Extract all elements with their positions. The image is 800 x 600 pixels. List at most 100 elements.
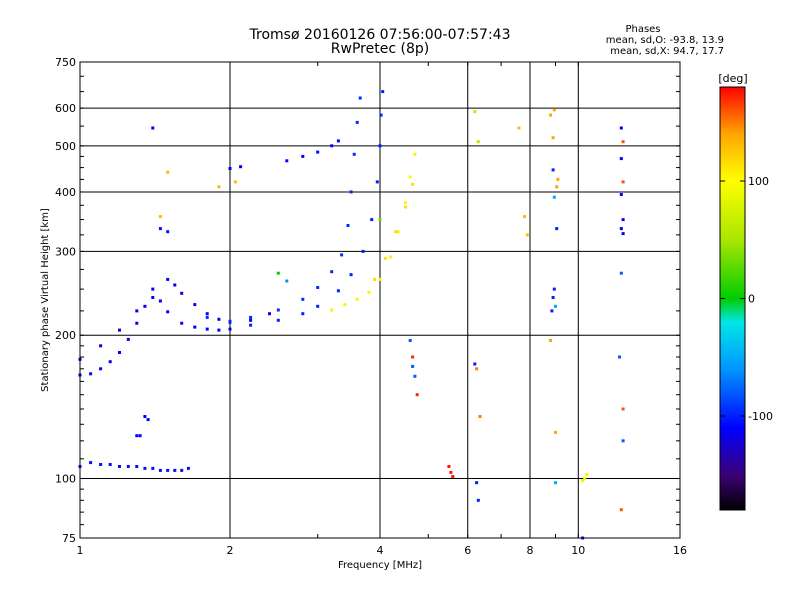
data-point <box>135 309 139 313</box>
data-point <box>583 477 587 480</box>
data-point <box>249 315 253 319</box>
data-points <box>78 90 625 540</box>
data-point <box>370 218 374 222</box>
data-point <box>285 279 289 283</box>
y-tick-label: 100 <box>55 473 76 486</box>
data-point <box>126 465 130 468</box>
data-point <box>581 479 585 483</box>
grid <box>80 62 680 538</box>
data-point <box>343 303 347 307</box>
data-point <box>383 256 387 260</box>
data-point <box>389 255 393 259</box>
data-point <box>186 466 190 470</box>
data-point <box>151 287 155 291</box>
data-point <box>336 289 340 293</box>
y-tick-label: 200 <box>55 329 76 342</box>
x-tick-label: 6 <box>464 544 471 557</box>
data-point <box>549 113 553 117</box>
chart-title: Tromsø 20160126 07:56:00-07:57:43 <box>249 27 511 43</box>
data-point <box>451 475 455 478</box>
data-point <box>330 270 334 274</box>
data-point <box>330 144 334 148</box>
data-point <box>549 339 553 342</box>
data-point <box>552 108 556 112</box>
data-point <box>379 113 383 117</box>
data-point <box>555 227 559 231</box>
data-point <box>166 277 170 281</box>
data-point <box>217 185 221 189</box>
data-point <box>476 140 480 144</box>
colorbar-tick-label: -100 <box>748 410 773 423</box>
data-point <box>217 317 221 321</box>
data-point <box>352 152 356 156</box>
data-point <box>89 461 93 465</box>
colorbar-tick-label: 0 <box>748 293 755 306</box>
data-point <box>336 139 340 143</box>
data-point <box>340 253 344 257</box>
data-point <box>276 318 280 322</box>
data-point <box>378 144 382 148</box>
data-point <box>523 215 526 219</box>
data-point <box>285 159 289 163</box>
data-point <box>621 140 625 144</box>
y-tick-label: 600 <box>55 102 76 115</box>
data-point <box>585 472 589 476</box>
x-tick-label: 8 <box>527 544 534 557</box>
data-point <box>621 180 625 184</box>
data-point <box>166 230 170 234</box>
data-point <box>619 193 623 196</box>
data-point <box>358 96 362 100</box>
data-point <box>555 185 559 189</box>
data-point <box>143 415 147 418</box>
data-point <box>413 374 417 378</box>
data-point <box>118 351 121 354</box>
data-point <box>551 168 555 172</box>
data-point <box>554 304 557 308</box>
data-point <box>143 466 147 470</box>
x-tick-label: 2 <box>227 544 234 557</box>
data-point <box>378 218 382 222</box>
chart-subtitle: RwPretec (8p) <box>331 41 429 57</box>
data-point <box>381 90 385 94</box>
data-point <box>449 470 453 474</box>
data-point <box>268 312 271 316</box>
data-point <box>396 230 400 234</box>
data-point <box>619 508 623 512</box>
data-point <box>276 271 280 275</box>
data-point <box>228 319 232 323</box>
data-point <box>239 165 243 169</box>
data-point <box>473 362 477 366</box>
data-point <box>316 150 320 154</box>
data-point <box>158 468 162 472</box>
data-point <box>135 434 139 438</box>
data-point <box>550 309 554 313</box>
data-point <box>151 126 155 130</box>
data-point <box>404 205 407 209</box>
stats-x-mode: mean, sd,X: 94.7, 17.7 <box>610 46 724 57</box>
stats-header: Phases <box>625 24 660 35</box>
data-point <box>551 136 555 140</box>
data-point <box>89 372 93 376</box>
x-tick-label: 16 <box>673 544 687 557</box>
data-point <box>375 180 379 184</box>
data-point <box>349 190 353 194</box>
y-tick-label: 750 <box>55 56 76 69</box>
x-tick-label: 4 <box>377 544 384 557</box>
data-point <box>378 277 382 281</box>
data-point <box>193 303 197 307</box>
data-point <box>173 283 177 287</box>
data-point <box>205 315 209 319</box>
data-point <box>151 296 155 299</box>
data-point <box>415 393 419 397</box>
data-point <box>330 308 334 312</box>
colorbar-tick-label: 100 <box>748 175 769 188</box>
y-axis-label: Stationary phase Virtual Height [km] <box>40 208 51 392</box>
data-point <box>619 157 623 161</box>
data-point <box>361 249 365 253</box>
x-tick-label: 1 <box>77 544 84 557</box>
data-point <box>394 230 398 234</box>
data-point <box>619 271 623 275</box>
x-axis-label: Frequency [MHz] <box>338 560 422 571</box>
data-point <box>143 304 147 308</box>
data-point <box>180 468 184 472</box>
